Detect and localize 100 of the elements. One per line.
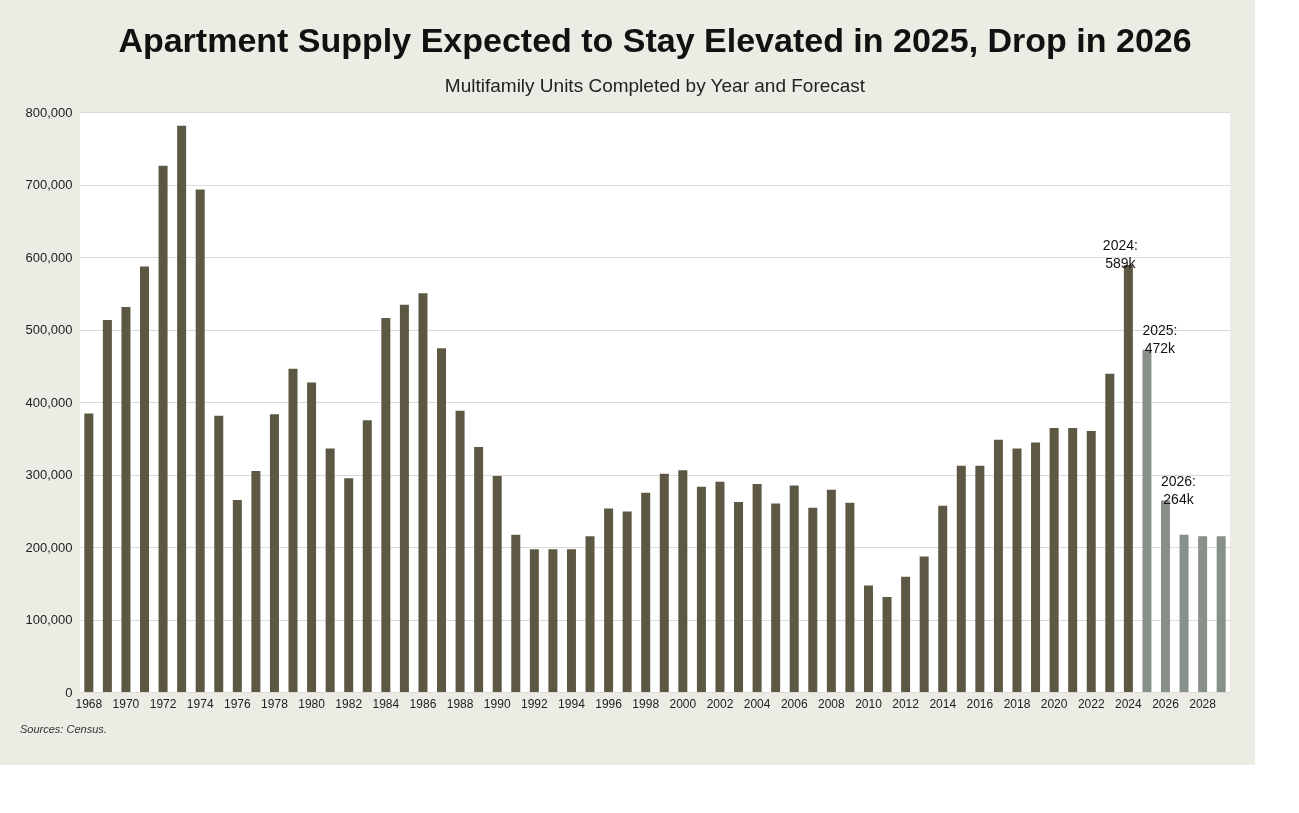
bar bbox=[251, 470, 261, 692]
bar bbox=[826, 489, 836, 692]
bar bbox=[808, 507, 818, 692]
x-tick-label: 1980 bbox=[298, 696, 326, 711]
bar bbox=[641, 492, 651, 692]
bar bbox=[604, 508, 614, 692]
y-tick-label: 500,000 bbox=[25, 322, 73, 337]
x-tick-label: 1992 bbox=[520, 696, 549, 711]
bar bbox=[269, 414, 279, 692]
x-tick-label: 1986 bbox=[409, 696, 437, 711]
bar bbox=[511, 534, 521, 692]
x-tick-label: 1994 bbox=[558, 696, 586, 711]
y-tick-label: 800,000 bbox=[25, 104, 73, 120]
bar bbox=[1049, 428, 1059, 692]
x-tick-label: 2014 bbox=[929, 696, 957, 711]
x-tick-label: 1998 bbox=[632, 696, 660, 711]
y-tick-label: 0 bbox=[65, 684, 73, 700]
x-tick-label: 1982 bbox=[335, 696, 363, 711]
bar bbox=[1068, 428, 1078, 692]
x-tick-label: 2028 bbox=[1189, 696, 1217, 711]
bar bbox=[418, 293, 428, 692]
x-tick-label: 2010 bbox=[855, 696, 883, 711]
data-label: 2025: 472k bbox=[1142, 321, 1178, 356]
bar bbox=[1198, 536, 1208, 692]
y-tick-label: 700,000 bbox=[25, 177, 73, 192]
bar bbox=[529, 549, 539, 692]
y-tick-label: 600,000 bbox=[25, 249, 73, 265]
x-tick-label: 1978 bbox=[261, 696, 289, 711]
bar bbox=[399, 304, 409, 692]
bar bbox=[734, 502, 744, 692]
bar bbox=[158, 165, 168, 692]
x-tick-label: 2004 bbox=[743, 696, 771, 711]
y-tick-label: 200,000 bbox=[25, 539, 73, 555]
x-tick-label: 1972 bbox=[149, 696, 177, 711]
bar bbox=[548, 549, 558, 692]
y-tick-label: 400,000 bbox=[25, 394, 73, 410]
x-tick-label: 1984 bbox=[372, 696, 400, 711]
x-tick-label: 2022 bbox=[1077, 696, 1105, 711]
bar bbox=[771, 503, 781, 692]
y-tick-label: 100,000 bbox=[25, 612, 73, 627]
bar bbox=[474, 446, 484, 692]
x-tick-label: 2002 bbox=[706, 696, 734, 711]
bar bbox=[437, 348, 447, 692]
bar bbox=[901, 576, 911, 692]
bar bbox=[1216, 536, 1226, 692]
x-tick-label: 2008 bbox=[818, 696, 846, 711]
bar bbox=[381, 317, 391, 692]
bar bbox=[882, 597, 892, 692]
x-tick-label: 1988 bbox=[446, 696, 474, 711]
bar bbox=[121, 307, 131, 692]
bar bbox=[84, 413, 94, 692]
x-tick-label: 2016 bbox=[966, 696, 994, 711]
bar bbox=[214, 415, 224, 692]
bar bbox=[696, 486, 706, 692]
y-tick-label: 300,000 bbox=[25, 467, 73, 482]
bar bbox=[566, 549, 576, 692]
x-tick-label: 1976 bbox=[223, 696, 251, 711]
bar bbox=[863, 585, 873, 692]
bar bbox=[752, 483, 762, 692]
bar bbox=[232, 499, 242, 692]
bar bbox=[622, 511, 632, 692]
x-tick-label: 2024 bbox=[1115, 696, 1143, 711]
bar bbox=[344, 478, 354, 692]
bar bbox=[362, 420, 372, 692]
x-tick-label: 1974 bbox=[186, 696, 214, 711]
bar bbox=[1179, 534, 1189, 692]
x-tick-label: 1968 bbox=[75, 696, 103, 711]
x-tick-label: 2000 bbox=[669, 696, 697, 711]
bar bbox=[177, 125, 187, 692]
bar bbox=[585, 536, 595, 692]
bar bbox=[1086, 431, 1096, 692]
x-tick-label: 1970 bbox=[112, 696, 140, 711]
bar bbox=[325, 448, 335, 692]
source-note: Sources: Census. bbox=[20, 723, 107, 735]
data-label: 2024: 589k bbox=[1102, 236, 1138, 271]
bar bbox=[102, 320, 112, 692]
x-tick-label: 2006 bbox=[780, 696, 808, 711]
bar bbox=[993, 439, 1003, 692]
x-tick-label: 2026 bbox=[1152, 696, 1180, 711]
bar bbox=[307, 382, 317, 692]
bar bbox=[288, 368, 298, 692]
x-tick-label: 2012 bbox=[892, 696, 920, 711]
bar bbox=[919, 556, 929, 692]
bar bbox=[956, 465, 966, 692]
bar bbox=[715, 481, 725, 692]
bar bbox=[659, 473, 669, 692]
bar bbox=[455, 410, 465, 692]
bar bbox=[938, 505, 948, 692]
bar bbox=[975, 465, 985, 692]
bar bbox=[195, 189, 205, 692]
x-tick-label: 1996 bbox=[595, 696, 623, 711]
x-tick-label: 1990 bbox=[483, 696, 511, 711]
chart-subtitle: Multifamily Units Completed by Year and Forecast bbox=[444, 75, 866, 96]
x-tick-label: 2018 bbox=[1003, 696, 1031, 711]
x-tick-label: 2020 bbox=[1040, 696, 1068, 711]
chart-title: Apartment Supply Expected to Stay Elevated in 2025, Drop in 2026 bbox=[118, 21, 1192, 59]
bar bbox=[1012, 448, 1022, 692]
data-label: 2026: 264k bbox=[1160, 472, 1197, 507]
bar bbox=[1105, 373, 1115, 692]
bar bbox=[492, 475, 502, 692]
